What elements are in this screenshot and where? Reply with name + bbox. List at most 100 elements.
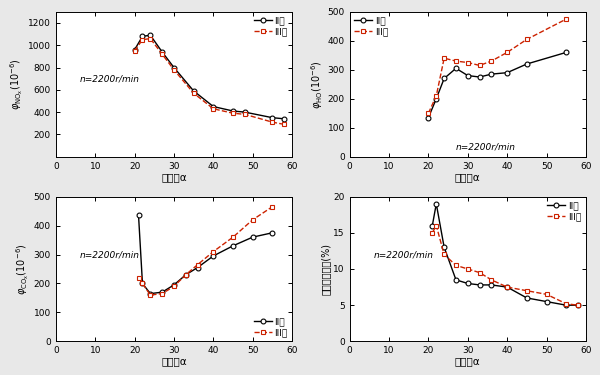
III型	[139, 38, 146, 42]
III型	[476, 270, 483, 275]
II型	[241, 110, 248, 114]
II型	[476, 283, 483, 287]
II型	[158, 290, 166, 294]
Legend: II型, III型: II型, III型	[252, 315, 289, 339]
II型	[139, 34, 146, 39]
Line: II型: II型	[426, 50, 569, 120]
III型	[429, 231, 436, 235]
II型	[281, 117, 288, 121]
II型	[229, 109, 236, 113]
III型	[503, 50, 511, 55]
III型	[147, 36, 154, 41]
III型	[229, 235, 236, 239]
Line: III型: III型	[136, 204, 275, 297]
II型	[433, 96, 440, 101]
II型	[433, 201, 440, 206]
II型	[135, 213, 142, 217]
II型	[269, 116, 276, 120]
III型	[488, 59, 495, 63]
II型	[464, 74, 472, 78]
II型	[503, 70, 511, 75]
II型	[139, 281, 146, 286]
II型	[158, 50, 166, 54]
II型	[429, 223, 436, 228]
Text: n=2200r/min: n=2200r/min	[456, 142, 516, 152]
X-axis label: 空燃比α: 空燃比α	[455, 357, 481, 367]
III型	[241, 112, 248, 117]
III型	[440, 252, 448, 257]
II型	[249, 235, 256, 239]
Text: n=2200r/min: n=2200r/min	[79, 74, 139, 83]
II型	[147, 33, 154, 38]
Line: III型: III型	[132, 36, 287, 127]
II型	[210, 254, 217, 258]
III型	[170, 284, 178, 289]
III型	[563, 17, 570, 21]
II型	[425, 116, 432, 120]
X-axis label: 空燃比α: 空燃比α	[161, 357, 187, 367]
II型	[269, 231, 276, 235]
III型	[452, 59, 460, 63]
II型	[574, 303, 581, 307]
II型	[194, 265, 201, 270]
III型	[210, 249, 217, 254]
Legend: II型, III型: II型, III型	[252, 15, 289, 38]
Text: n=2200r/min: n=2200r/min	[79, 251, 139, 260]
III型	[249, 217, 256, 222]
III型	[190, 91, 197, 95]
II型	[440, 245, 448, 249]
III型	[543, 292, 550, 297]
III型	[147, 293, 154, 297]
III型	[464, 60, 472, 65]
III型	[488, 278, 495, 282]
Legend: II型, III型: II型, III型	[352, 15, 390, 38]
II型	[452, 66, 460, 70]
III型	[194, 262, 201, 267]
III型	[158, 291, 166, 296]
II型	[476, 75, 483, 79]
X-axis label: 空燃比α: 空燃比α	[161, 172, 187, 182]
Text: n=2200r/min: n=2200r/min	[373, 251, 433, 260]
II型	[452, 278, 460, 282]
III型	[210, 106, 217, 111]
II型	[563, 50, 570, 55]
III型	[269, 120, 276, 124]
II型	[229, 243, 236, 248]
III型	[170, 68, 178, 72]
III型	[131, 49, 138, 53]
II型	[170, 283, 178, 287]
Line: II型: II型	[132, 33, 287, 121]
II型	[170, 65, 178, 70]
III型	[182, 273, 190, 277]
Y-axis label: $\varphi_{\rm HO}(10^{-6})$: $\varphi_{\rm HO}(10^{-6})$	[309, 60, 325, 109]
III型	[503, 285, 511, 290]
II型	[190, 89, 197, 93]
III型	[563, 302, 570, 306]
Y-axis label: $\varphi_{\rm CO_x}(10^{-6})$: $\varphi_{\rm CO_x}(10^{-6})$	[14, 243, 31, 295]
II型	[563, 303, 570, 307]
III型	[464, 267, 472, 271]
II型	[503, 285, 511, 290]
Line: III型: III型	[430, 223, 580, 308]
Legend: II型, III型: II型, III型	[545, 199, 583, 223]
III型	[523, 288, 530, 293]
II型	[488, 283, 495, 287]
III型	[440, 56, 448, 60]
II型	[147, 291, 154, 296]
III型	[139, 281, 146, 286]
III型	[135, 275, 142, 280]
II型	[464, 281, 472, 286]
II型	[488, 72, 495, 76]
III型	[523, 37, 530, 42]
Line: II型: II型	[430, 201, 580, 308]
Line: III型: III型	[426, 16, 569, 116]
II型	[131, 48, 138, 52]
III型	[425, 111, 432, 116]
III型	[433, 94, 440, 98]
Y-axis label: 不透光烟度値(%): 不透光烟度値(%)	[320, 243, 331, 295]
III型	[452, 263, 460, 268]
II型	[543, 299, 550, 304]
III型	[269, 204, 276, 209]
III型	[574, 303, 581, 307]
Line: II型: II型	[136, 213, 275, 296]
